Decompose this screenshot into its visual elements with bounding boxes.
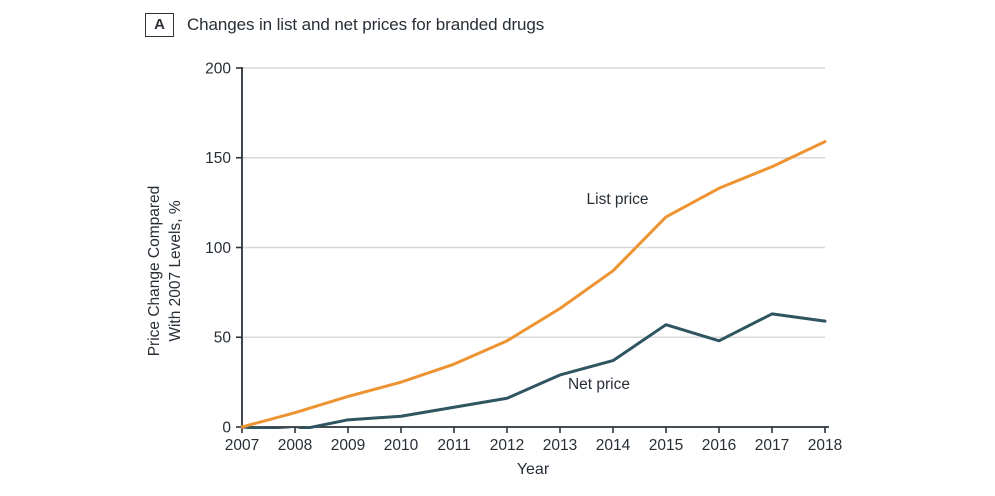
y-axis-label: Price Change Compared With 2007 Levels, … xyxy=(144,91,188,451)
x-tick-label-2018: 2018 xyxy=(808,437,842,454)
x-axis-label: Year xyxy=(516,461,550,478)
line-list-price xyxy=(241,140,827,429)
series-label-list-price: List price xyxy=(586,190,649,208)
x-tick-label-2008: 2008 xyxy=(278,437,312,454)
x-tick-label-2013: 2013 xyxy=(543,437,577,454)
y-tick-label-150: 150 xyxy=(205,150,231,167)
x-tick-label-2011: 2011 xyxy=(437,437,470,454)
y-axis-label-line1: Price Change Compared xyxy=(146,185,163,357)
x-tick-label-2010: 2010 xyxy=(384,437,419,454)
y-tick-label-50: 50 xyxy=(214,330,232,347)
series-label-net-price: Net price xyxy=(567,375,630,393)
y-tick-label-200: 200 xyxy=(205,60,231,77)
panel-letter-badge: A xyxy=(145,13,174,37)
line-net-price xyxy=(241,312,827,429)
x-tick-label-2009: 2009 xyxy=(331,437,365,454)
x-tick-label-2007: 2007 xyxy=(225,437,259,454)
y-tick-label-100: 100 xyxy=(205,240,231,257)
x-tick-label-2012: 2012 xyxy=(490,437,524,454)
x-tick-label-2016: 2016 xyxy=(702,437,736,454)
x-tick-label-2014: 2014 xyxy=(596,437,631,454)
y-axis-label-line2: With 2007 Levels, % xyxy=(167,200,184,342)
x-tick-label-2015: 2015 xyxy=(649,437,683,454)
chart-title: Changes in list and net prices for brand… xyxy=(187,15,545,34)
y-tick-label-0: 0 xyxy=(222,419,231,436)
x-tick-label-2017: 2017 xyxy=(755,437,789,454)
panel-header: A Changes in list and net prices for bra… xyxy=(145,13,544,37)
